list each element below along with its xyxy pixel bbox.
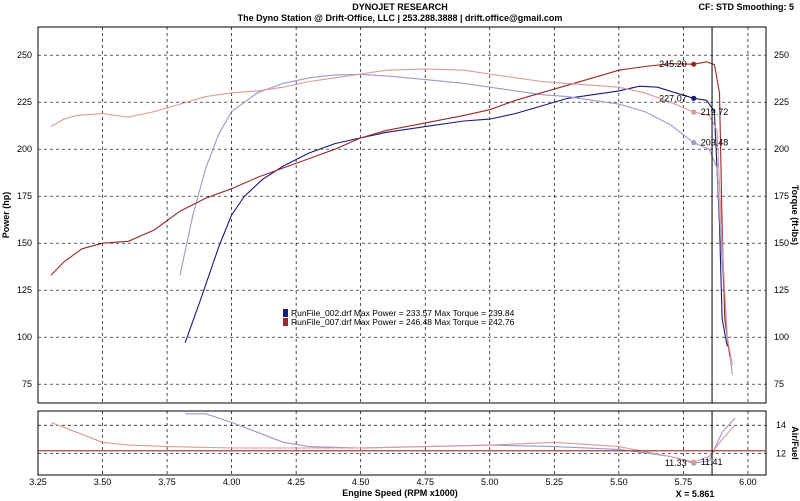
afr-tick-label: 12 [776,449,786,459]
dyno-settings: CF: STD Smoothing: 5 [698,2,795,12]
value-annotation: 219.72 [701,107,729,117]
x-tick-label: 6.00 [739,477,757,487]
x-tick-label: 4.75 [416,477,434,487]
x-tick-label: 5.75 [675,477,693,487]
y-axis-label-right: Torque (ft-lbs) [790,185,800,245]
afr-value-annotation: 11.33 [665,458,687,468]
x-tick-label: 3.50 [94,477,112,487]
value-annotation: 203.48 [701,138,729,148]
legend-swatch-run2 [283,318,288,326]
legend-run2: RunFile_007.drf Max Power = 246.48 Max T… [291,317,515,327]
y-tick-label-right: 100 [774,332,789,342]
afr-value-annotation: 11.41 [701,457,723,467]
series-line-1 [179,73,733,375]
x-axis-label: Engine Speed (RPM x1000) [342,488,458,498]
value-marker [691,61,697,67]
cursor-label: X = 5.861 [676,489,715,499]
afr-plot-frame [37,410,767,476]
y-axis-label-left: Power (hp) [1,192,11,239]
x-tick-label: 3.75 [158,477,176,487]
value-annotation: 245.20 [659,59,687,69]
legend-swatch-run1 [283,309,288,317]
value-annotation: 227.07 [659,93,687,103]
value-marker [691,109,697,115]
main-plot-frame [37,26,767,404]
afr-value-marker [691,459,697,465]
legend-run1: RunFile_002.drf Max Power = 233.57 Max T… [291,308,515,318]
y-tick-label-left: 200 [17,144,32,154]
y-tick-label-left: 150 [17,238,32,248]
y-tick-label-left: 250 [17,50,32,60]
chart-subtitle: The Dyno Station @ Drift-Office, LLC | 2… [237,13,563,23]
x-tick-label: 5.25 [546,477,564,487]
x-tick-label: 4.00 [223,477,241,487]
y-tick-label-left: 225 [17,97,32,107]
y-tick-label-right: 75 [774,379,784,389]
series-line-2 [50,61,731,357]
afr-tick-label: 14 [776,420,786,430]
chart-title: DYNOJET RESEARCH [352,2,448,12]
y-tick-label-right: 225 [774,97,789,107]
value-marker [691,95,697,101]
y-tick-label-right: 150 [774,238,789,248]
y-tick-label-right: 200 [774,144,789,154]
y-tick-label-left: 100 [17,332,32,342]
x-tick-label: 5.00 [481,477,499,487]
y-tick-label-left: 75 [22,379,32,389]
y-tick-label-right: 250 [774,50,789,60]
y-tick-label-right: 175 [774,191,789,201]
x-tick-label: 5.50 [610,477,628,487]
x-tick-label: 3.25 [29,477,47,487]
y-tick-label-left: 175 [17,191,32,201]
x-tick-label: 4.25 [287,477,305,487]
y-tick-label-left: 125 [17,285,32,295]
y-tick-label-right: 125 [774,285,789,295]
afr-series-line-1 [50,421,736,463]
x-tick-label: 4.50 [352,477,370,487]
afr-axis-label: Air/Fuel [790,426,800,460]
value-marker [691,140,697,146]
series-line-0 [184,85,728,347]
